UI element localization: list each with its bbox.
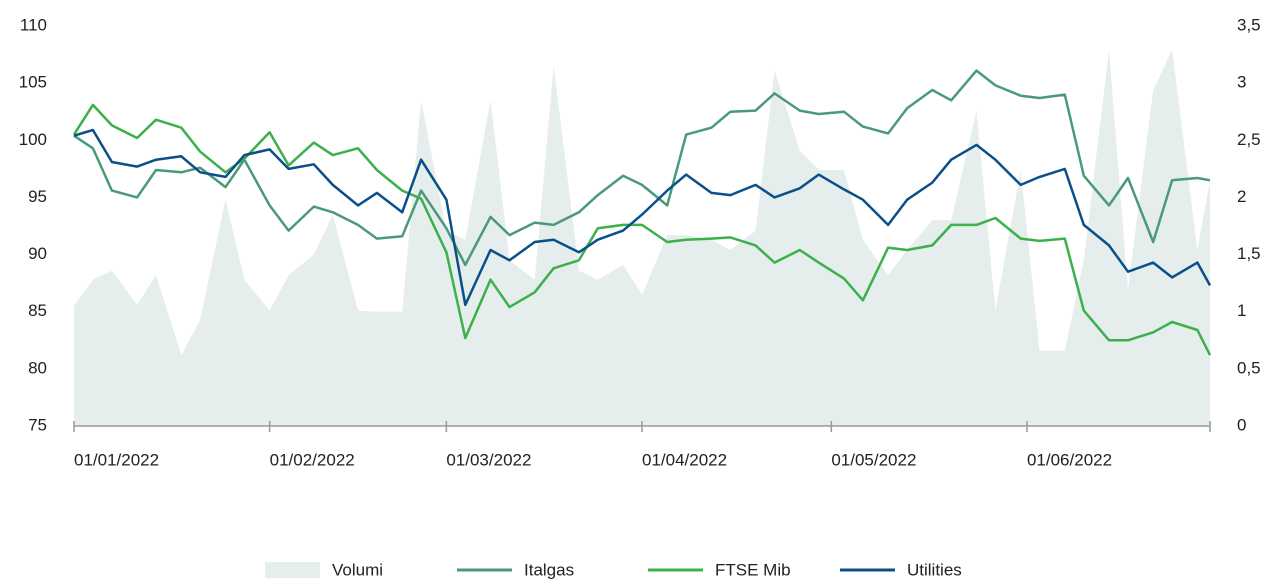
y2-tick-label: 0 (1237, 415, 1246, 434)
legend-label: Italgas (524, 560, 574, 579)
volume-area (74, 50, 1210, 426)
line-1 (73, 69, 1211, 267)
x-tick-label: 01/01/2022 (74, 450, 159, 469)
y-tick-label: 95 (28, 187, 47, 206)
y2-tick-label: 1 (1237, 301, 1246, 320)
y2-tick-label: 3 (1237, 73, 1246, 92)
line-3 (73, 128, 1212, 307)
legend-label: Utilities (907, 560, 962, 579)
legend-label: FTSE Mib (715, 560, 791, 579)
y-tick-label: 100 (19, 130, 47, 149)
line-2 (72, 103, 1212, 356)
y2-tick-label: 0,5 (1237, 358, 1261, 377)
y2-tick-label: 1,5 (1237, 244, 1261, 263)
y2-tick-label: 2 (1237, 187, 1246, 206)
x-tick-label: 01/06/2022 (1027, 450, 1112, 469)
legend-swatch (265, 562, 320, 578)
y-tick-label: 80 (28, 358, 47, 377)
y2-tick-label: 3,5 (1237, 15, 1261, 34)
x-tick-label: 01/03/2022 (446, 450, 531, 469)
y-tick-label: 105 (19, 73, 47, 92)
x-tick-label: 01/04/2022 (642, 450, 727, 469)
y-tick-label: 110 (20, 15, 47, 34)
legend-label: Volumi (332, 560, 383, 579)
y-tick-label: 85 (28, 301, 47, 320)
y-tick-label: 75 (28, 415, 47, 434)
y-tick-label: 90 (28, 244, 47, 263)
y2-tick-label: 2,5 (1237, 130, 1261, 149)
x-tick-label: 01/05/2022 (831, 450, 916, 469)
x-tick-label: 01/02/2022 (270, 450, 355, 469)
